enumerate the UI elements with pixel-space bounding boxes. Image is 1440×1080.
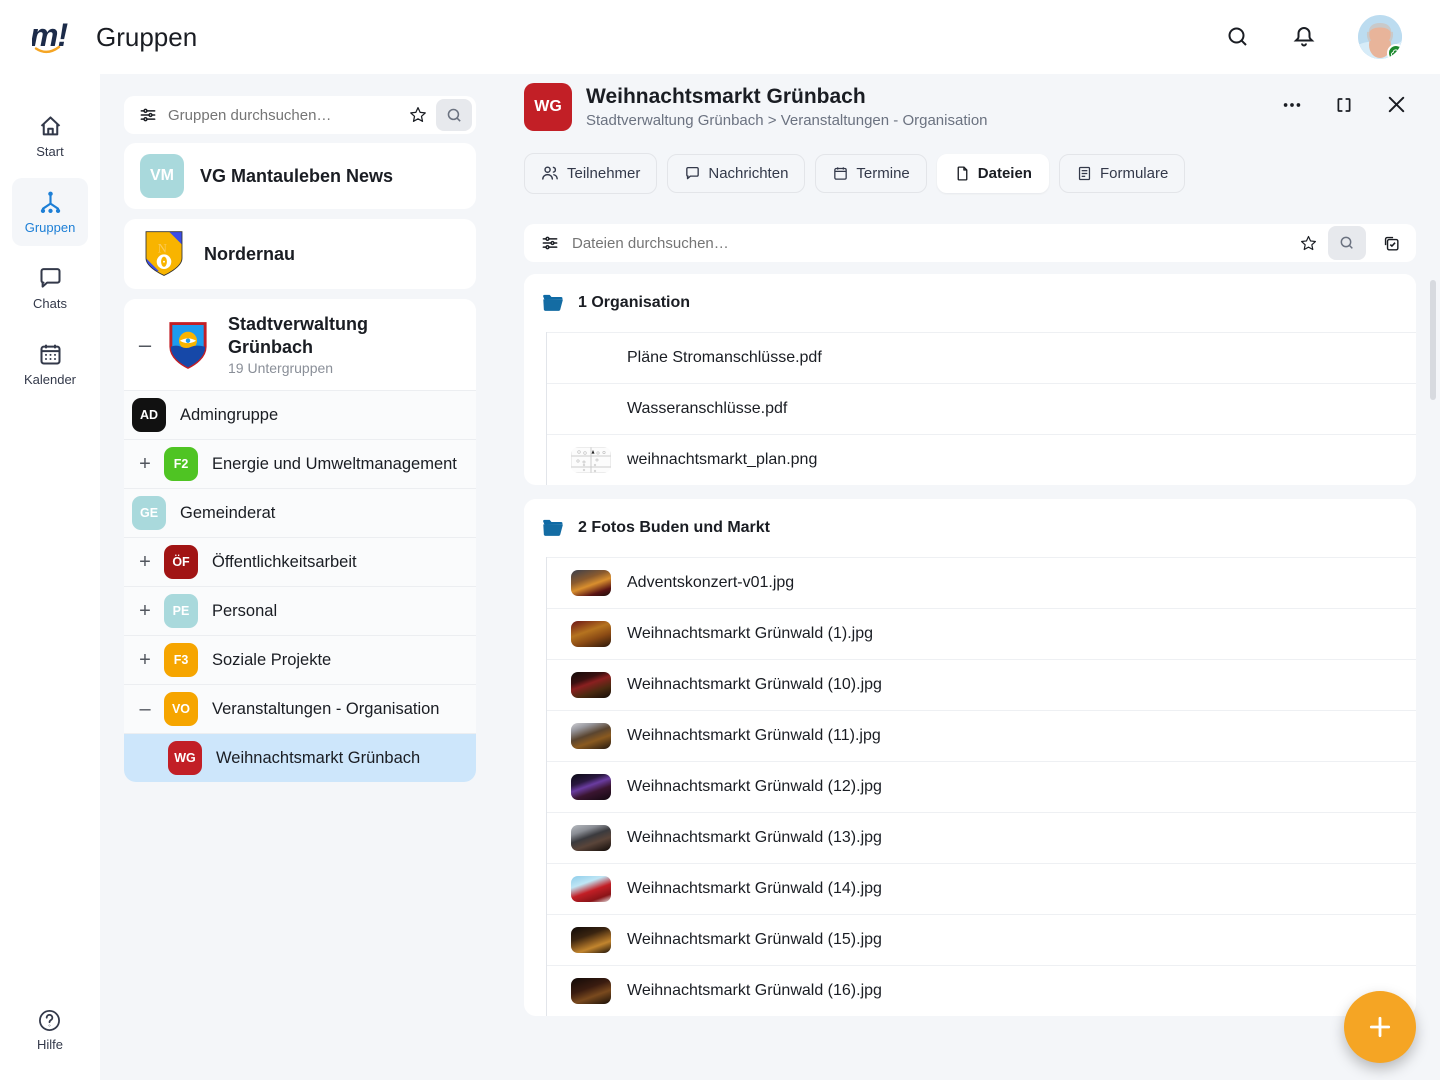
svg-text:m!: m! xyxy=(32,19,68,53)
svg-text:N: N xyxy=(158,241,167,255)
